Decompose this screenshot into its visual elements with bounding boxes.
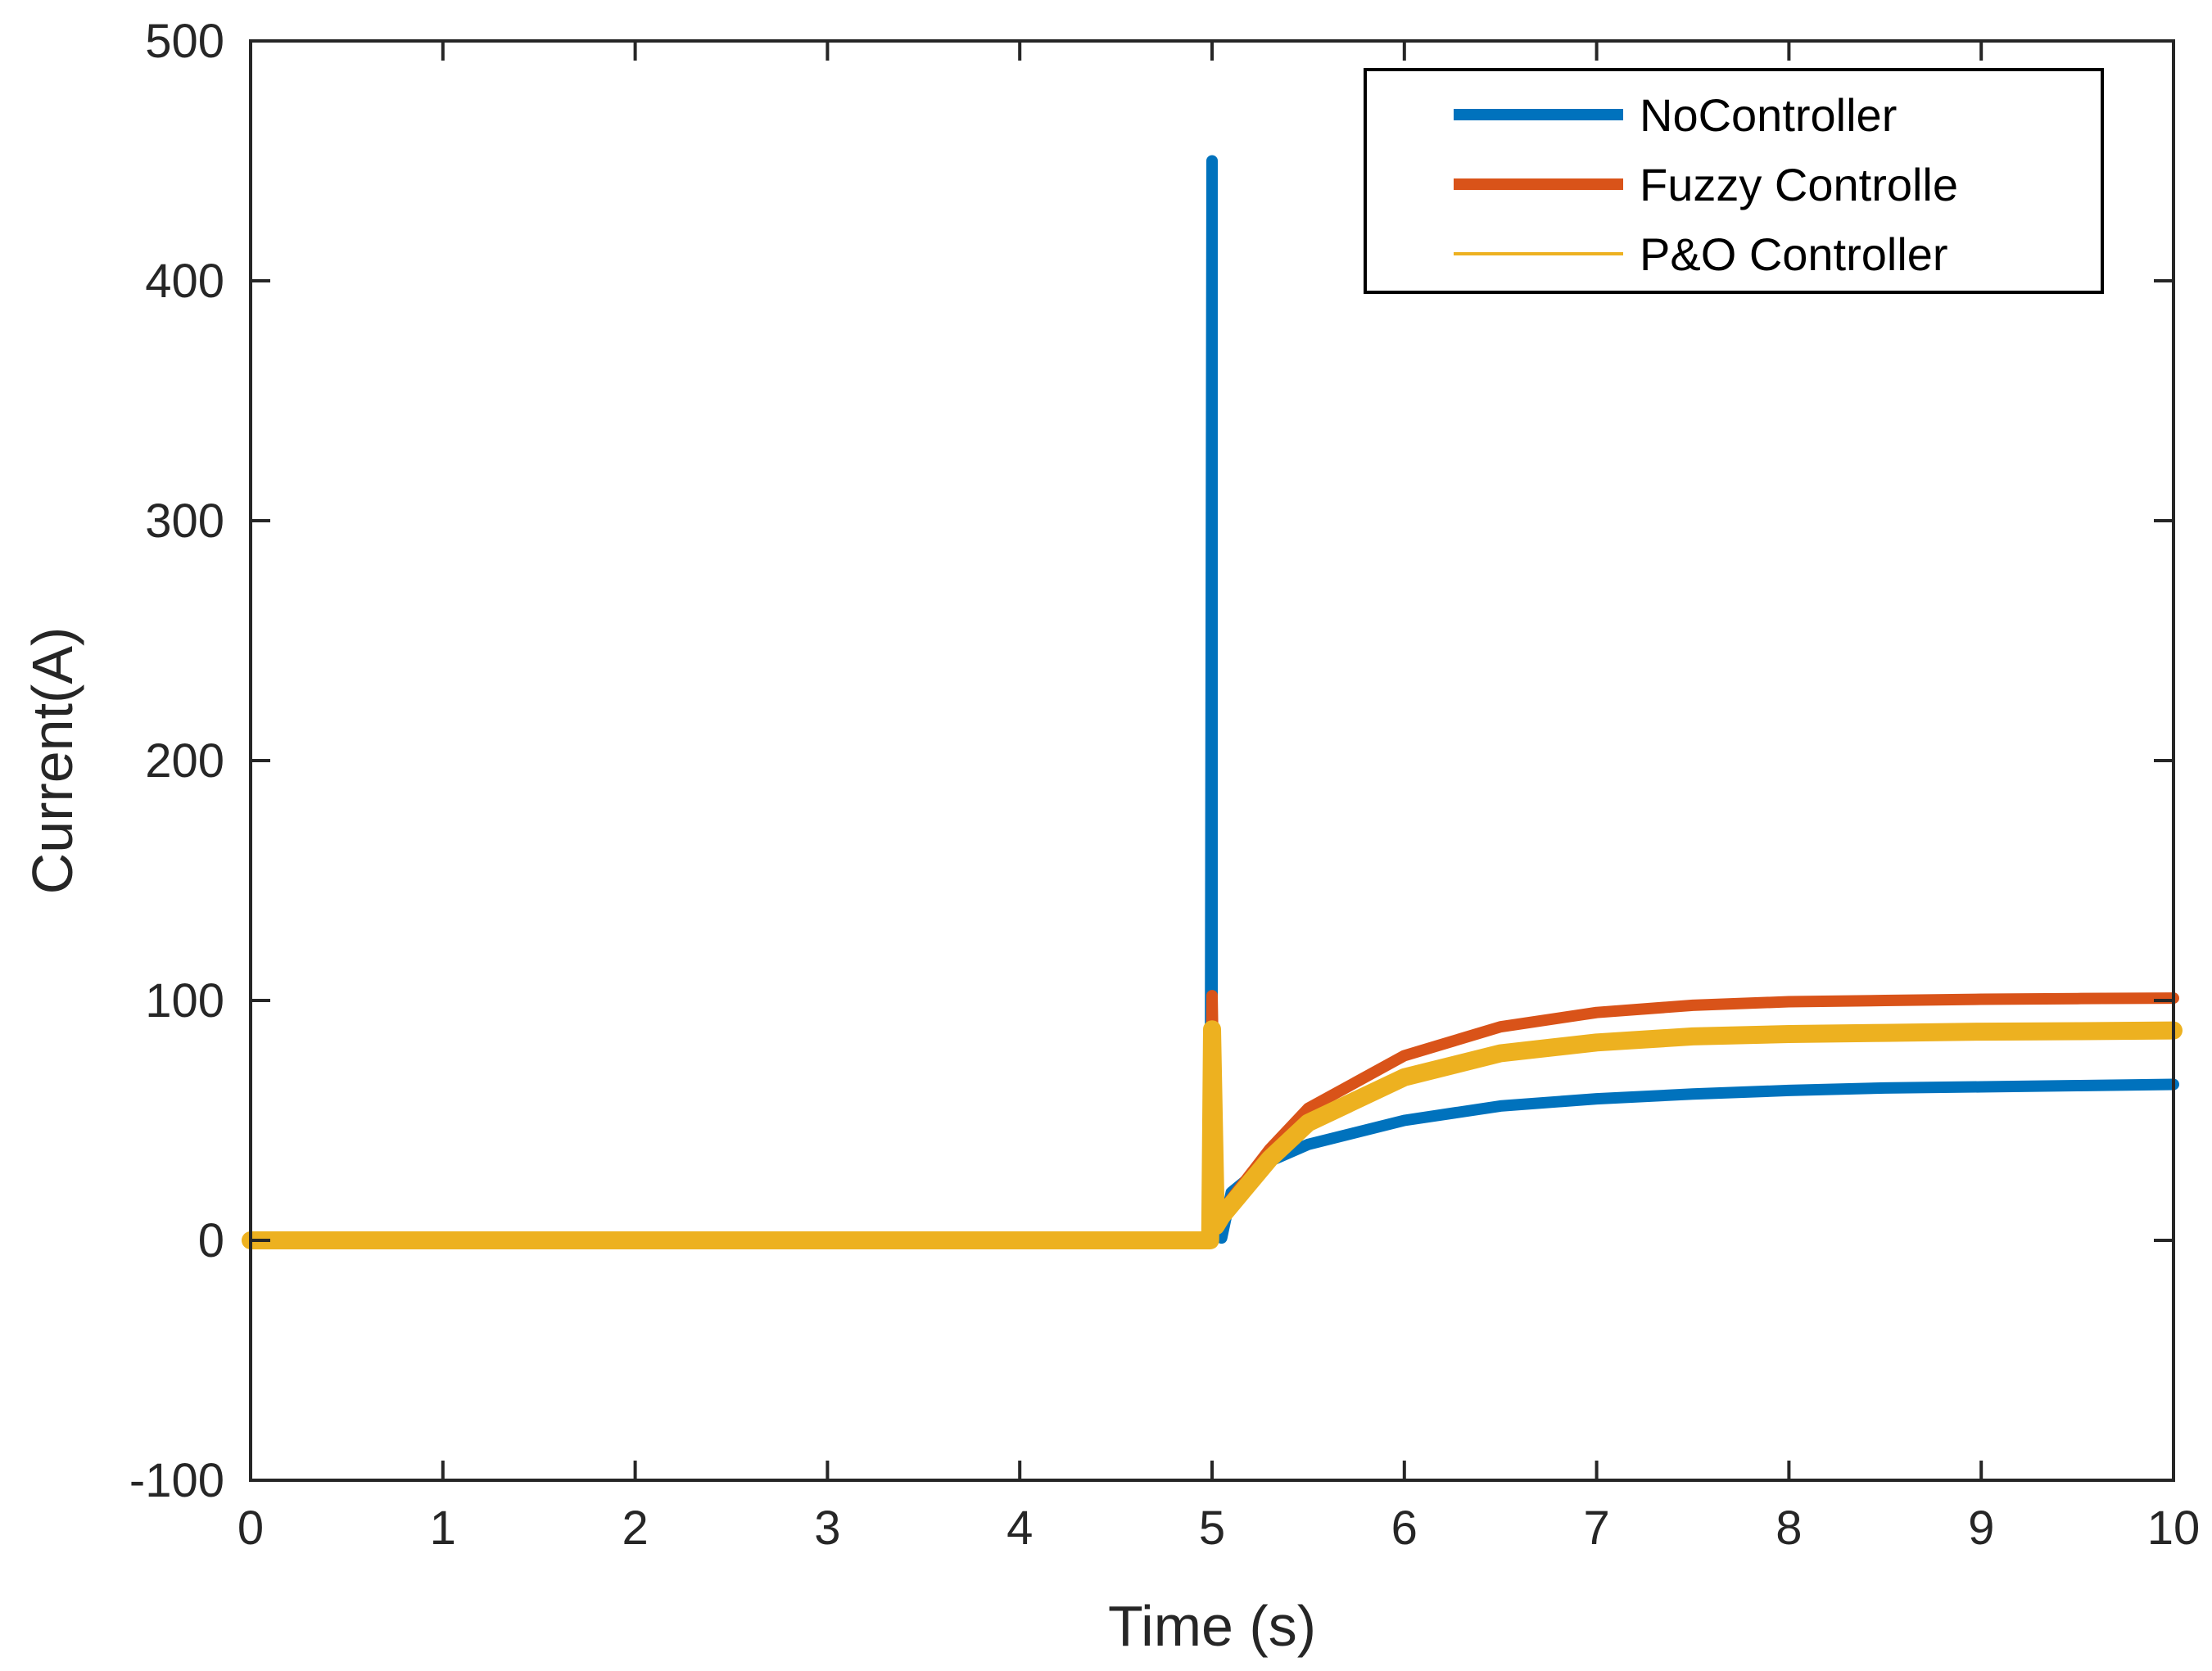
- x-tick-label: 6: [1391, 1502, 1418, 1555]
- y-tick-label: 300: [145, 495, 224, 548]
- x-tick-label: 1: [430, 1502, 456, 1555]
- legend-label-3: P&O Controller: [1640, 228, 1948, 280]
- y-tick-label: 100: [145, 974, 224, 1027]
- legend-label-2: Fuzzy Controlle: [1640, 159, 1958, 210]
- x-tick-label: 10: [2147, 1502, 2201, 1555]
- x-tick-label: 0: [237, 1502, 264, 1555]
- x-tick-label: 4: [1006, 1502, 1033, 1555]
- x-tick-label: 9: [1968, 1502, 1994, 1555]
- y-axis-title: Current(A): [20, 627, 84, 895]
- y-tick-label: -100: [129, 1454, 224, 1507]
- y-tick-label: 0: [198, 1214, 224, 1267]
- y-tick-label: 400: [145, 255, 224, 308]
- y-tick-label: 500: [145, 15, 224, 68]
- series-layer: [242, 155, 2183, 1249]
- legend-label-1: NoController: [1640, 89, 1897, 141]
- y-tick-label: 200: [145, 734, 224, 788]
- x-tick-label: 5: [1199, 1502, 1225, 1555]
- legend-items: NoController Fuzzy Controlle P&O Controlle…: [1454, 89, 1958, 280]
- series-line-3: [242, 1020, 2183, 1249]
- x-tick-label: 2: [622, 1502, 648, 1555]
- x-axis-title: Time (s): [1108, 1594, 1316, 1658]
- legend: NoController Fuzzy Controlle P&O Controlle…: [1364, 68, 2104, 294]
- x-tick-label: 7: [1583, 1502, 1609, 1555]
- x-tick-label: 3: [814, 1502, 840, 1555]
- x-tick-label: 8: [1775, 1502, 1802, 1555]
